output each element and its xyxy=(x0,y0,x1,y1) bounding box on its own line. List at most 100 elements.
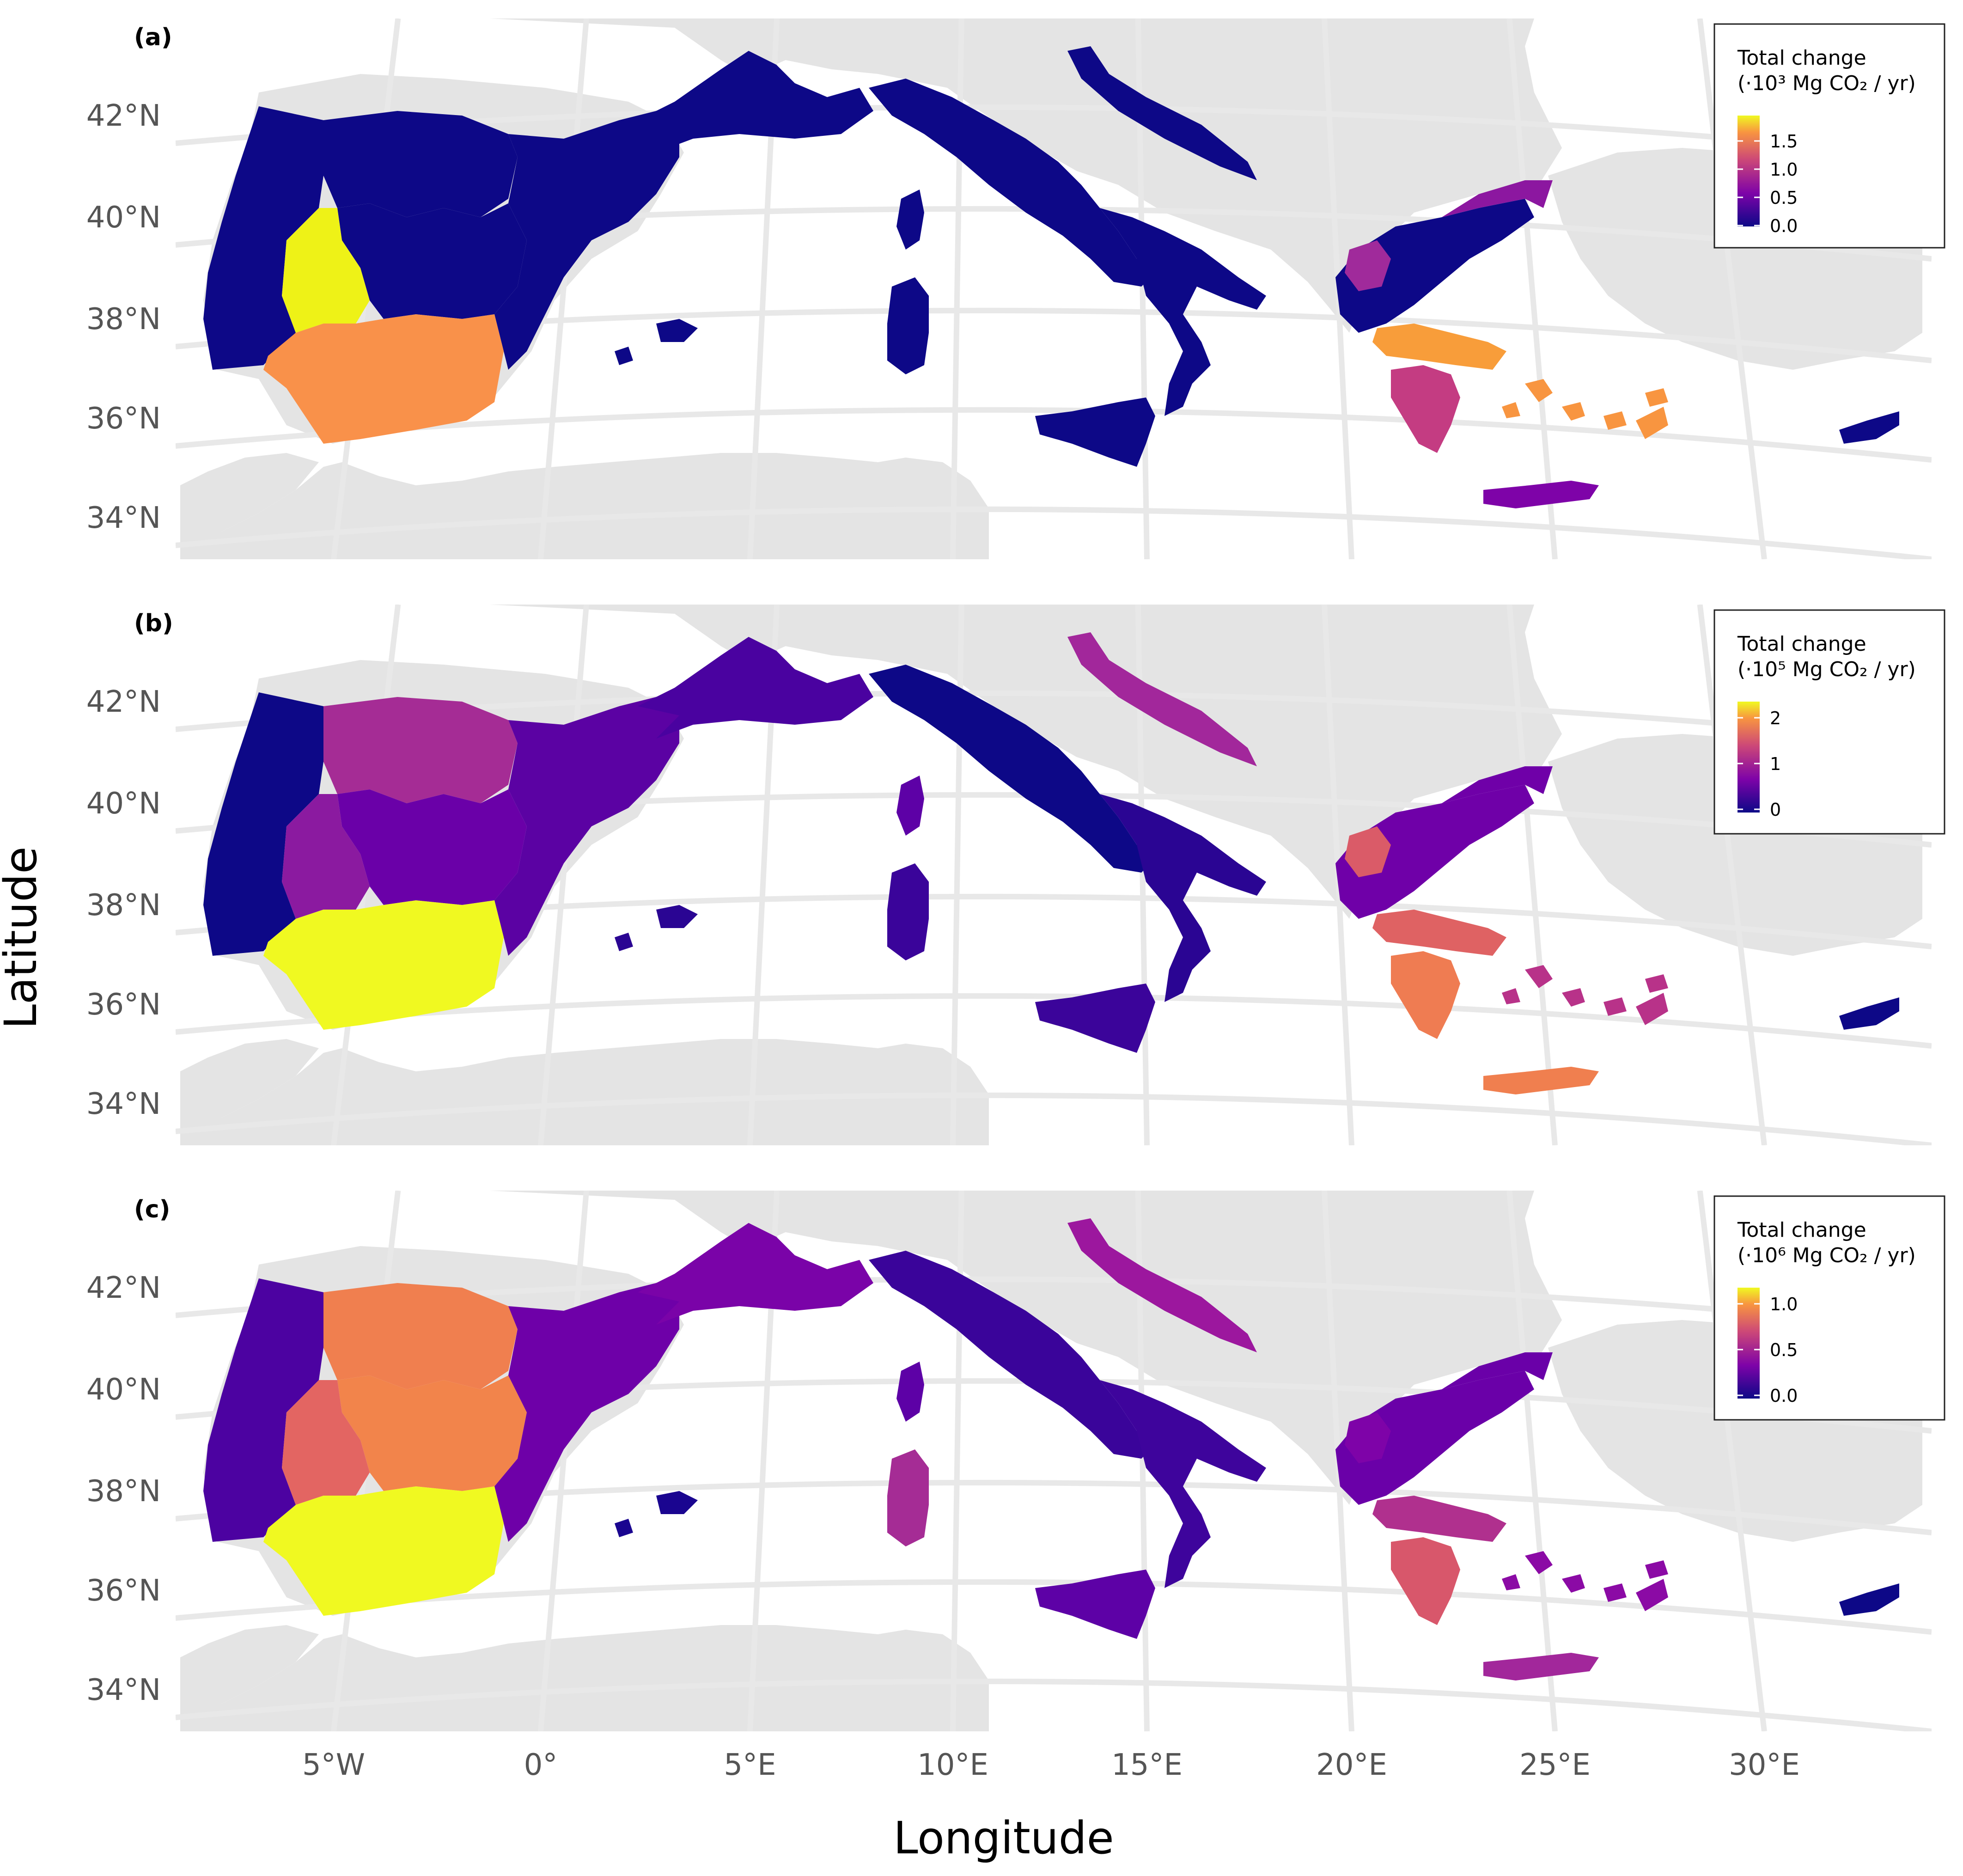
background-land xyxy=(180,1625,319,1731)
region-iberia-north xyxy=(323,697,518,803)
longitude-gridline xyxy=(1697,1191,1767,1731)
region-crete xyxy=(1483,1067,1599,1094)
region-greece-north xyxy=(1335,199,1534,333)
map-area xyxy=(176,605,1932,1145)
legend-colorbar xyxy=(1737,1288,1760,1399)
region-italy-south xyxy=(1100,1380,1266,1588)
latitude-tick-labels: 42°N 40°N 38°N 36°N 34°N xyxy=(86,1271,161,1707)
region-greece-thessaly xyxy=(1345,1412,1391,1463)
region-andalusia xyxy=(263,1486,504,1616)
region-greece-central xyxy=(1372,324,1506,370)
panel-label: (b) xyxy=(134,610,173,637)
lat-tick-label: 36°N xyxy=(86,988,161,1022)
region-greece-thessaly xyxy=(1345,240,1391,291)
map-area xyxy=(176,18,1932,559)
region-balearics xyxy=(615,1491,698,1537)
lon-tick-5e: 5°E xyxy=(724,1748,776,1782)
longitude-tick-labels: 5°W 0° 5°E 10°E 15°E 20°E 25°E 30°E xyxy=(302,1748,1800,1782)
legend-tick-label: 1.0 xyxy=(1770,159,1798,180)
region-andalusia xyxy=(263,314,504,444)
region-peloponnese xyxy=(1391,1537,1460,1625)
region-croatia xyxy=(1067,46,1257,180)
region-iberia-west xyxy=(203,692,323,956)
legend-tick-label: 0.0 xyxy=(1770,216,1798,236)
region-iberia-west xyxy=(203,106,323,370)
lat-tick-label: 38°N xyxy=(86,302,161,336)
panel-label: (a) xyxy=(134,24,172,51)
region-peloponnese xyxy=(1391,365,1460,453)
region-corsica xyxy=(896,1362,924,1422)
longitude-gridline xyxy=(538,18,589,559)
lon-tick-5w: 5°W xyxy=(302,1748,365,1782)
background-land xyxy=(180,1039,989,1145)
region-sardinia xyxy=(887,1449,929,1546)
region-croatia xyxy=(1067,632,1257,766)
region-cyprus xyxy=(1839,411,1899,444)
region-iberia-north xyxy=(323,111,518,217)
region-iberia-center xyxy=(337,789,527,905)
lat-tick-label: 40°N xyxy=(86,1373,161,1407)
region-iberia-east xyxy=(494,697,679,956)
region-greece-central xyxy=(1372,1496,1506,1542)
legend-tick-label: 1.0 xyxy=(1770,1294,1798,1314)
background-land xyxy=(259,605,1562,919)
legend-tick-label: 0 xyxy=(1770,800,1781,820)
region-aegean xyxy=(1502,1551,1668,1611)
legend-unit: (·10⁵ Mg CO₂ / yr) xyxy=(1737,658,1916,681)
lat-tick-label: 34°N xyxy=(86,501,161,535)
region-sicily xyxy=(1035,984,1155,1053)
region-sicily xyxy=(1035,397,1155,467)
panel-label: (c) xyxy=(134,1196,170,1223)
background-land xyxy=(180,1039,319,1145)
latitude-gridline xyxy=(176,1678,1932,1731)
longitude-gridline xyxy=(1697,18,1767,559)
legend-tick-label: 0.5 xyxy=(1770,188,1798,208)
longitude-gridline xyxy=(1506,18,1558,559)
region-italy-north xyxy=(869,665,1155,873)
latitude-gridline xyxy=(176,1579,1932,1635)
lat-tick-label: 36°N xyxy=(86,402,161,436)
latitude-tick-labels: 42°N 40°N 38°N 36°N 34°N xyxy=(86,685,161,1121)
region-balearics xyxy=(615,905,698,951)
region-iberia-north xyxy=(323,1283,518,1389)
longitude-gridline xyxy=(1506,1191,1558,1731)
region-france xyxy=(638,637,873,739)
region-greece-central xyxy=(1372,910,1506,956)
region-france xyxy=(638,1223,873,1325)
region-greece-thrace xyxy=(1442,180,1553,217)
lat-tick-label: 42°N xyxy=(86,1271,161,1305)
legend-title: Total change xyxy=(1737,632,1866,656)
legend-unit: (·10³ Mg CO₂ / yr) xyxy=(1737,72,1916,95)
region-cyprus xyxy=(1839,997,1899,1030)
region-italy-south xyxy=(1100,794,1266,1002)
lat-tick-label: 38°N xyxy=(86,888,161,923)
latitude-gridline xyxy=(176,1092,1932,1145)
region-balearics xyxy=(615,319,698,365)
legend-colorbar xyxy=(1737,116,1760,226)
region-crete xyxy=(1483,481,1599,508)
region-greece-thrace xyxy=(1442,766,1553,803)
region-corsica xyxy=(896,776,924,836)
region-cyprus xyxy=(1839,1583,1899,1616)
latitude-tick-labels: 42°N 40°N 38°N 36°N 34°N xyxy=(86,99,161,535)
legend-tick-label: 1.5 xyxy=(1770,131,1798,152)
region-crete xyxy=(1483,1653,1599,1680)
lat-tick-label: 40°N xyxy=(86,787,161,821)
lon-tick-20e: 20°E xyxy=(1316,1748,1387,1782)
region-greece-thessaly xyxy=(1345,826,1391,877)
lat-tick-label: 42°N xyxy=(86,99,161,133)
region-corsica xyxy=(896,189,924,250)
latitude-gridline xyxy=(176,506,1932,559)
region-greece-north xyxy=(1335,785,1534,919)
lat-tick-label: 36°N xyxy=(86,1574,161,1608)
region-italy-north xyxy=(869,79,1155,287)
longitude-gridline xyxy=(538,1191,589,1731)
legend: Total change(·10⁶ Mg CO₂ / yr) 1.0 0.5 0.0 xyxy=(1713,1195,1945,1421)
map-area xyxy=(176,1191,1932,1731)
legend-colorbar xyxy=(1737,702,1760,813)
lat-tick-label: 34°N xyxy=(86,1673,161,1707)
lon-tick-25e: 25°E xyxy=(1519,1748,1591,1782)
region-croatia xyxy=(1067,1218,1257,1352)
region-andalusia xyxy=(263,900,504,1030)
